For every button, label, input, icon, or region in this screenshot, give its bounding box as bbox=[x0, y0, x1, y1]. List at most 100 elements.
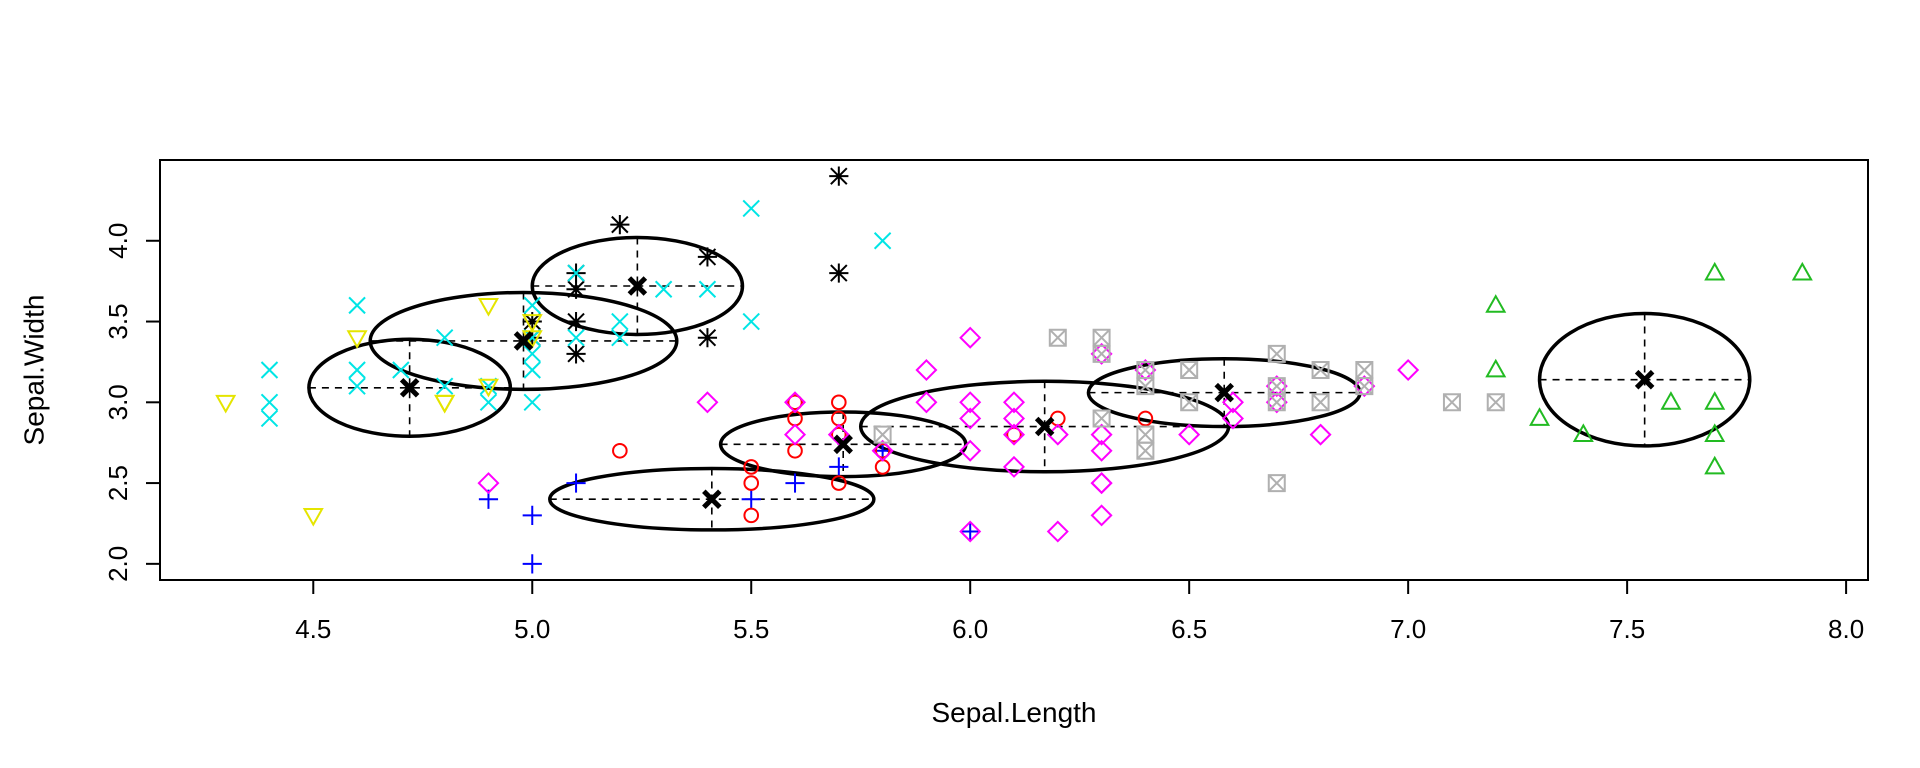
x-tick-label: 5.0 bbox=[514, 614, 550, 644]
point-boxed-x bbox=[1136, 377, 1155, 396]
point-asterisk bbox=[522, 311, 542, 332]
x-axis-label: Sepal.Length bbox=[931, 697, 1096, 728]
point-boxed-x bbox=[1267, 474, 1286, 493]
point-diamond bbox=[959, 326, 982, 349]
point-diamond bbox=[871, 439, 894, 462]
point-circle bbox=[1049, 410, 1066, 427]
point-diamond bbox=[1090, 423, 1113, 446]
point-boxed-x bbox=[1136, 425, 1155, 444]
point-x bbox=[742, 312, 760, 331]
point-triangle-up bbox=[1485, 358, 1507, 378]
cluster-yellow-triangle-down bbox=[215, 297, 543, 527]
point-diamond bbox=[1309, 423, 1332, 446]
point-triangle-up bbox=[1704, 455, 1726, 475]
point-plus bbox=[741, 489, 761, 509]
point-triangle-down bbox=[302, 507, 324, 527]
point-asterisk bbox=[610, 215, 630, 235]
point-asterisk bbox=[566, 311, 586, 332]
point-boxed-x bbox=[1311, 393, 1330, 412]
x-tick-label: 6.5 bbox=[1171, 614, 1207, 644]
point-x bbox=[435, 328, 454, 347]
cluster-center-marker bbox=[1214, 382, 1234, 403]
point-x bbox=[348, 296, 366, 315]
point-x bbox=[523, 361, 541, 379]
cluster-centers bbox=[399, 276, 1655, 509]
point-diamond bbox=[1090, 472, 1113, 495]
point-triangle-down bbox=[477, 378, 499, 398]
point-diamond bbox=[1221, 391, 1244, 414]
y-tick-label: 2.0 bbox=[103, 546, 133, 582]
point-x bbox=[260, 409, 279, 428]
point-circle bbox=[787, 394, 803, 411]
point-asterisk bbox=[697, 328, 718, 348]
point-x bbox=[348, 377, 366, 395]
point-triangle-down bbox=[434, 394, 456, 414]
y-tick-label: 2.5 bbox=[103, 465, 133, 501]
y-axis: 2.0 2.5 3.0 3.5 4.0 bbox=[103, 223, 161, 582]
point-diamond bbox=[1265, 391, 1288, 414]
point-diamond bbox=[1002, 423, 1026, 446]
x-tick-label: 6.0 bbox=[952, 614, 988, 644]
point-circle bbox=[743, 459, 760, 475]
point-diamond bbox=[1090, 504, 1113, 527]
point-boxed-x bbox=[1355, 377, 1374, 396]
point-plus bbox=[960, 521, 980, 542]
point-boxed-x bbox=[1267, 344, 1286, 363]
point-diamond bbox=[1221, 407, 1244, 430]
point-triangle-up bbox=[1660, 391, 1682, 410]
point-triangle-up bbox=[1485, 294, 1507, 313]
point-x bbox=[654, 280, 673, 298]
x-tick-label: 7.0 bbox=[1390, 614, 1426, 644]
point-diamond bbox=[959, 407, 982, 430]
data-points bbox=[215, 166, 1813, 574]
point-diamond bbox=[784, 423, 807, 446]
point-diamond bbox=[1353, 375, 1376, 398]
y-tick-label: 3.5 bbox=[103, 303, 133, 339]
point-x bbox=[479, 393, 498, 412]
point-x bbox=[698, 280, 717, 298]
point-x bbox=[260, 393, 279, 412]
cluster-center-marker bbox=[1034, 416, 1055, 437]
point-boxed-x bbox=[1267, 393, 1286, 412]
point-diamond bbox=[1090, 342, 1113, 365]
point-x bbox=[742, 199, 760, 218]
y-tick-label: 3.0 bbox=[103, 384, 133, 420]
point-triangle-up bbox=[1704, 423, 1726, 443]
point-boxed-x bbox=[873, 425, 892, 444]
cluster-green-triangle-up bbox=[1485, 261, 1813, 475]
point-diamond bbox=[696, 391, 719, 414]
point-diamond bbox=[1397, 358, 1420, 382]
point-x bbox=[260, 361, 279, 379]
point-triangle-down bbox=[521, 314, 543, 333]
point-triangle-down bbox=[215, 394, 237, 414]
y-axis-label: Sepal.Width bbox=[19, 295, 50, 446]
point-circle bbox=[743, 507, 760, 524]
point-x bbox=[523, 345, 541, 363]
point-boxed-x bbox=[1136, 441, 1155, 460]
point-diamond bbox=[477, 472, 500, 495]
point-boxed-x bbox=[1442, 393, 1461, 412]
x-tick-label: 5.5 bbox=[733, 614, 769, 644]
point-asterisk bbox=[697, 247, 718, 267]
point-diamond bbox=[915, 358, 938, 382]
point-triangle-up bbox=[1704, 391, 1726, 410]
point-x bbox=[348, 361, 366, 379]
point-diamond bbox=[1265, 375, 1288, 398]
point-plus bbox=[829, 457, 849, 477]
x-axis: 4.5 5.0 5.5 6.0 6.5 7.0 7.5 8.0 bbox=[295, 579, 1864, 644]
point-diamond bbox=[1002, 455, 1026, 478]
point-circle bbox=[1137, 410, 1154, 427]
plot-frame bbox=[159, 159, 1869, 581]
point-x bbox=[392, 361, 410, 379]
cluster-center-marker bbox=[1634, 369, 1655, 390]
cluster-center-marker bbox=[513, 331, 534, 351]
point-diamond bbox=[1002, 391, 1026, 414]
point-diamond bbox=[959, 439, 982, 462]
point-x bbox=[435, 377, 454, 395]
point-boxed-x bbox=[1180, 361, 1199, 379]
point-plus bbox=[522, 505, 542, 525]
point-circle bbox=[874, 459, 891, 475]
point-diamond bbox=[1002, 407, 1026, 430]
y-tick-label: 4.0 bbox=[103, 223, 133, 259]
point-x bbox=[523, 393, 541, 412]
